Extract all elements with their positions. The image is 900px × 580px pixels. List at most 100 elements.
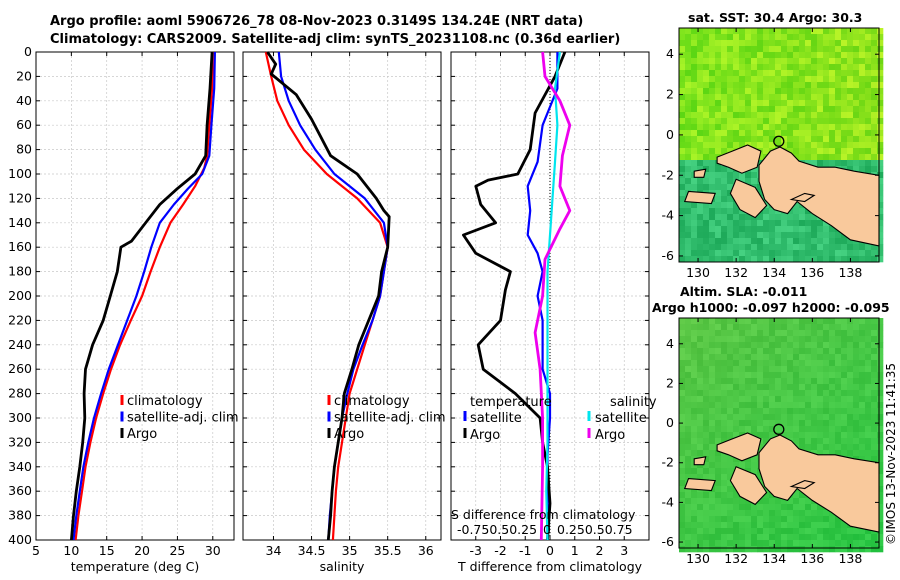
sst-map-frame: [678, 27, 880, 263]
sst-map-y-tick-label: -4: [662, 208, 675, 223]
land-3: [683, 478, 716, 492]
diff-s-xlabel: S difference from climatology: [451, 507, 636, 522]
diff-legend-s-label: satellite: [595, 411, 647, 426]
temperature-x-tick-label: 25: [169, 543, 185, 558]
difference-x-tick-label: -1: [519, 543, 531, 558]
salinity-xlabel: salinity: [320, 559, 365, 574]
sst-map-title: sat. SST: 30.4 Argo: 30.3: [688, 10, 863, 25]
sst-map-x-tick-label: 134: [762, 265, 786, 280]
land-5: [789, 480, 816, 490]
figure-title-line1: Argo profile: aoml 5906726_78 08-Nov-202…: [50, 14, 584, 29]
land-2: [729, 178, 768, 219]
sla-map-y-tick-label: 4: [666, 336, 674, 351]
sla-map-x-tick-label: 130: [686, 551, 710, 566]
temperature-legend-label: climatology: [127, 394, 203, 409]
sst-map-y-tick-label: -6: [662, 248, 675, 263]
depth-tick-label: 40: [16, 93, 32, 108]
depth-tick-label: 260: [8, 361, 32, 376]
land-2: [729, 465, 768, 506]
sst-map-y-tick-label: 4: [666, 46, 674, 61]
diff-legend-s-label: Argo: [595, 428, 625, 443]
diff-legend-temperature-title: temperature: [470, 395, 552, 410]
sst-map-y-tick-label: -2: [662, 167, 674, 182]
series-argo: [266, 51, 391, 541]
difference-x-tick-label: 3: [620, 543, 628, 558]
sla-map-frame: [678, 317, 880, 549]
depth-tick-label: 80: [16, 142, 32, 157]
depth-tick-label: 340: [8, 459, 32, 474]
depth-tick-label: 120: [8, 190, 32, 205]
difference-x-tick-label: -2: [494, 543, 506, 558]
depth-tick-label: 220: [8, 312, 32, 327]
sla-map-field: [679, 318, 884, 553]
depth-tick-label: 280: [8, 386, 32, 401]
diff-legend-t-label: Argo: [470, 428, 500, 443]
salinity-x-tick-label: 36: [418, 543, 434, 558]
sla-map-title: Altim. SLA: -0.011: [680, 284, 808, 299]
depth-tick-label: 320: [8, 434, 32, 449]
salinity-legend-label: satellite-adj. clim: [334, 411, 446, 426]
diff-legend-t-label: satellite: [470, 411, 522, 426]
sla-map-argo-marker: [773, 423, 785, 435]
sla-map-y-tick-label: 0: [666, 415, 674, 430]
depth-tick-label: 300: [8, 410, 32, 425]
difference-x-tick-label: -3: [470, 543, 482, 558]
series-satellite-adj-clim: [72, 51, 216, 541]
depth-tick-label: 100: [8, 166, 32, 181]
diff-s-ticks-right: 0.250.50.75: [557, 522, 633, 537]
depth-tick-label: 0: [24, 44, 32, 59]
sla-map-x-tick-label: 136: [800, 551, 824, 566]
land-4: [693, 456, 707, 466]
temperature-x-tick-label: 10: [63, 543, 79, 558]
depth-tick-label: 200: [8, 288, 32, 303]
series-s-argo: [533, 51, 572, 541]
diff-legend-salinity-title: salinity: [610, 395, 657, 410]
depth-tick-label: 360: [8, 483, 32, 498]
sla-map-y-tick-label: -4: [662, 494, 675, 509]
difference-xlabel: T difference from climatology: [457, 559, 643, 574]
land-1: [716, 144, 762, 174]
depth-tick-label: 160: [8, 239, 32, 254]
salinity-x-tick-label: 34: [266, 543, 282, 558]
temperature-legend-label: Argo: [127, 427, 157, 442]
sla-map-y-tick-label: -2: [662, 455, 674, 470]
sla-map-x-tick-label: 132: [724, 551, 748, 566]
salinity-x-tick-label: 34.5: [298, 543, 326, 558]
sst-map-x-tick-label: 136: [800, 265, 824, 280]
series-climatology: [74, 51, 214, 541]
sst-map-y-tick-label: 0: [666, 127, 674, 142]
sla-map-y-tick-label: -6: [662, 534, 675, 549]
series-argo: [70, 51, 214, 541]
sla-map-y-tick-label: 2: [666, 375, 674, 390]
depth-tick-label: 140: [8, 215, 32, 230]
depth-tick-label: 380: [8, 508, 32, 523]
depth-tick-label: 240: [8, 337, 32, 352]
sst-map-x-tick-label: 130: [686, 265, 710, 280]
sst-map-field: [679, 28, 884, 263]
salinity-legend-label: climatology: [334, 394, 410, 409]
depth-tick-label: 20: [16, 68, 32, 83]
temperature-x-tick-label: 5: [32, 543, 40, 558]
depth-tick-label: 60: [16, 117, 32, 132]
sla-map-x-tick-label: 138: [838, 551, 862, 566]
difference-x-tick-label: 0: [546, 543, 554, 558]
land-1: [716, 432, 762, 462]
difference-x-tick-label: 1: [571, 543, 579, 558]
sst-map-x-tick-label: 138: [838, 265, 862, 280]
diff-s-ticks-left: -0.750.50.25: [457, 522, 537, 537]
series-t-satellite: [526, 52, 559, 540]
depth-tick-label: 400: [8, 532, 32, 547]
diff-s-tick-zero: 0: [543, 522, 551, 537]
depth-tick-label: 180: [8, 264, 32, 279]
temperature-legend-label: satellite-adj. clim: [127, 411, 239, 426]
difference-x-tick-label: 2: [596, 543, 604, 558]
sst-map-y-tick-label: 2: [666, 87, 674, 102]
salinity-x-tick-label: 35: [342, 543, 358, 558]
figure-title-line2: Climatology: CARS2009. Satellite-adj cli…: [50, 32, 621, 47]
sla-map-x-tick-label: 134: [762, 551, 786, 566]
salinity-legend-label: Argo: [334, 427, 364, 442]
salinity-x-tick-label: 35.5: [374, 543, 402, 558]
temperature-xlabel: temperature (deg C): [71, 559, 200, 574]
temperature-x-tick-label: 15: [99, 543, 115, 558]
